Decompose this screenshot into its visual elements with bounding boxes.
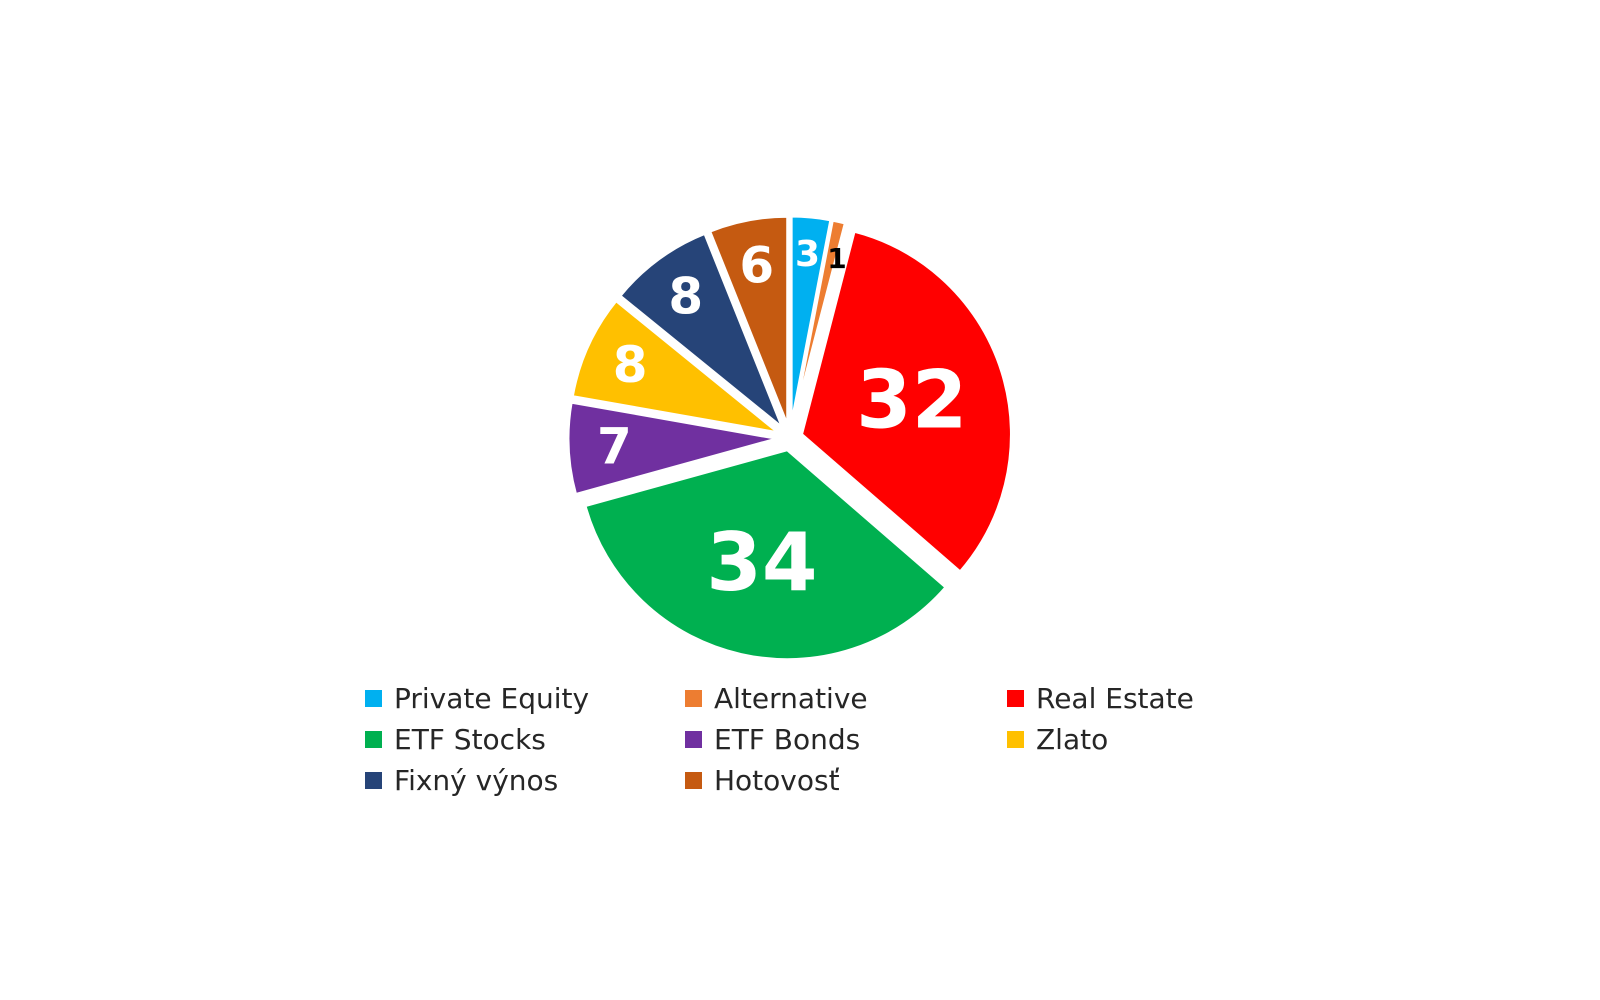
data-label-real-estate: 32 [856,354,967,447]
data-label-alternative: 1 [827,242,846,275]
legend-item-fixny-vynos: Fixný výnos [365,763,685,797]
legend-label: Real Estate [1036,681,1194,715]
legend-label: Alternative [714,681,868,715]
legend-item-real-estate: Real Estate [1007,681,1307,715]
legend-item-etf-bonds: ETF Bonds [685,722,1007,756]
pie-slice-private-equity [789,214,833,427]
pie-slice-etf-stocks [583,448,949,662]
legend-swatch [1007,730,1024,748]
legend-item-zlato: Zlato [1007,722,1307,756]
pie-slice-hotovost [707,214,790,427]
legend-swatch [365,771,382,789]
data-label-hotovost: 6 [739,236,774,294]
legend-item-private-equity: Private Equity [365,681,685,715]
pie-slice-zlato [570,298,785,436]
legend-label: Zlato [1036,722,1109,756]
data-label-private-equity: 3 [795,234,820,275]
pie-slice-fixny-vynos [617,231,787,434]
legend-swatch [365,689,382,707]
pie-slice-real-estate [799,229,1013,575]
legend-label: ETF Stocks [394,722,546,756]
legend-item-alternative: Alternative [685,681,1007,715]
legend-label: Private Equity [394,681,590,715]
data-label-etf-bonds: 7 [597,417,632,475]
legend-item-hotovost: Hotovosť [685,763,1007,797]
pie-slice-alternative [791,218,848,427]
data-label-fixny-vynos: 8 [668,267,703,325]
legend-swatch [685,730,702,748]
legend-swatch [1007,689,1024,707]
pie-slice-etf-bonds [566,400,779,497]
legend-swatch [685,771,702,789]
legend-item-etf-stocks: ETF Stocks [365,722,685,756]
data-label-zlato: 8 [613,336,648,394]
data-label-etf-stocks: 34 [706,516,817,609]
legend-swatch [685,689,702,707]
legend-label: Fixný výnos [394,763,559,797]
legend-label: Hotovosť [714,763,840,797]
pie-slices [566,214,1013,662]
legend-label: ETF Bonds [714,722,861,756]
legend: Private Equity Alternative Real Estate ETF … [365,681,1325,797]
legend-swatch [365,730,382,748]
